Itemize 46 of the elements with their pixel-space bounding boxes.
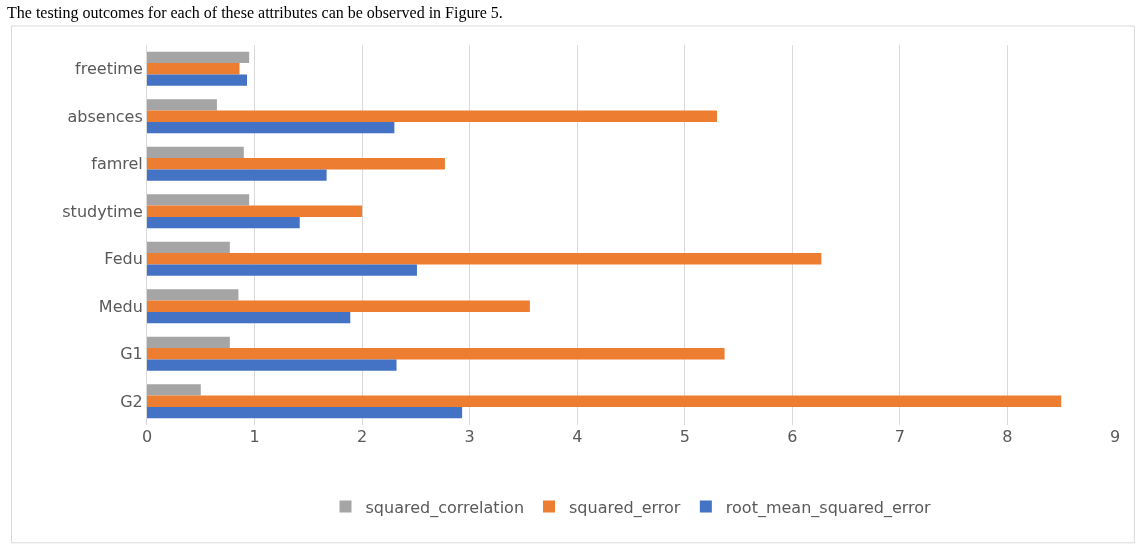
y-tick-label: studytime: [62, 201, 143, 221]
x-tick-label: 5: [679, 427, 690, 446]
bar: [147, 110, 718, 122]
y-tick-label: famrel: [91, 154, 143, 174]
bar: [147, 253, 822, 265]
x-tick-label: 8: [1002, 427, 1013, 446]
bar: [147, 384, 201, 396]
bar: [147, 311, 351, 324]
bar: [147, 241, 230, 254]
bar: [147, 194, 250, 206]
bar: [147, 51, 250, 64]
x-tick-label: 0: [141, 427, 153, 446]
bar: [147, 205, 363, 217]
bar: [147, 99, 217, 111]
x-tick-label: 6: [787, 427, 798, 446]
bar: [147, 406, 463, 419]
text: The testing outcomes for each of these attributes can be observed in Figure 5.: [7, 4, 503, 22]
x-tick-label: 4: [572, 427, 583, 446]
x-tick-label: 2: [357, 427, 368, 446]
bar: [147, 74, 248, 86]
y-tick-label: Medu: [98, 296, 143, 316]
legend-label: root_mean_squared_error: [725, 497, 932, 518]
bar: [147, 121, 395, 134]
y-tick-label: G1: [120, 344, 143, 364]
y-tick-label: absences: [67, 106, 143, 126]
bar: [147, 336, 230, 349]
y-tick-label: freetime: [75, 59, 143, 79]
x-tick-label: 9: [1109, 427, 1121, 446]
bar: [147, 146, 244, 159]
bar: [147, 289, 239, 301]
legend-label: squared_error: [569, 497, 681, 518]
y-tick-label: G2: [120, 391, 143, 411]
bar: [147, 395, 1062, 407]
bar: [147, 264, 417, 276]
y-tick-label: Fedu: [104, 249, 143, 269]
bar: [147, 63, 240, 75]
bar: [147, 158, 445, 170]
bar: [147, 300, 530, 312]
x-tick-label: 7: [894, 427, 905, 446]
legend-label: squared_correlation: [365, 497, 525, 518]
bar: [147, 359, 397, 371]
bar: [147, 348, 725, 360]
x-tick-label: 1: [249, 427, 260, 446]
bar: [147, 169, 327, 181]
bar: [147, 216, 300, 229]
x-tick-label: 3: [464, 427, 475, 446]
